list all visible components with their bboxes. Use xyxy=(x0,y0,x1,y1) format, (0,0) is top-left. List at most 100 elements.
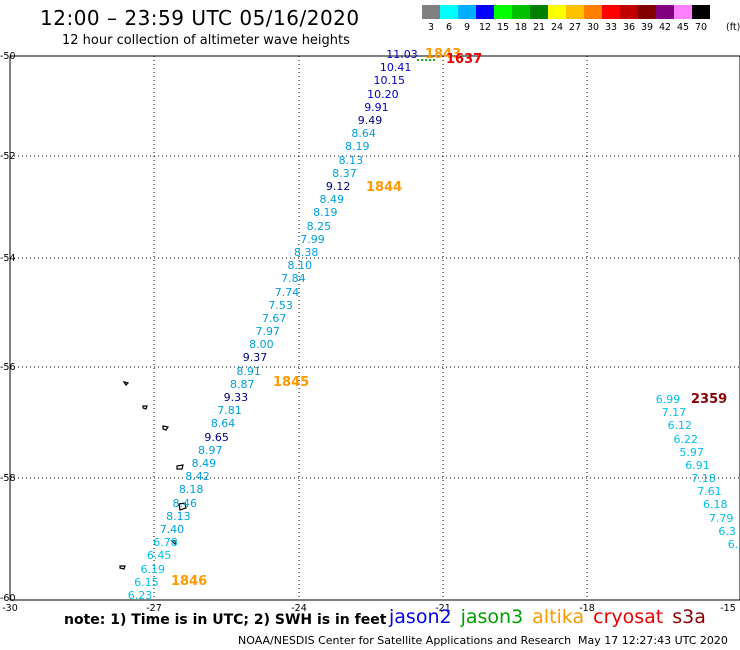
map-subtitle: 12 hour collection of altimeter wave hei… xyxy=(62,33,350,48)
track-a-swh-value: 6.15 xyxy=(134,575,159,589)
track-a-swh-value: 9.33 xyxy=(223,391,249,405)
legend-label: 21 xyxy=(532,22,546,33)
lat-label: -58 xyxy=(0,473,16,484)
track-a-swh-value: 9.49 xyxy=(357,113,383,127)
track-a-swh-value: 9.65 xyxy=(204,430,229,444)
lat-label: -60 xyxy=(0,593,16,604)
island-outline xyxy=(142,405,148,410)
lat-label: -50 xyxy=(0,51,16,62)
south-sandwich-islands xyxy=(119,381,187,570)
island-outline xyxy=(119,565,126,570)
legend-swatch xyxy=(548,5,566,19)
track-a-swh-value: 8.13 xyxy=(338,153,364,167)
lon-label: -27 xyxy=(146,603,162,614)
track-a-swh-value: 11.03 xyxy=(386,48,418,61)
time-label: 1846 xyxy=(171,574,208,589)
legend-swatch xyxy=(566,5,584,19)
lat-label: -54 xyxy=(0,253,16,264)
lon-label: -18 xyxy=(579,603,595,614)
island-outline xyxy=(122,381,130,386)
track-b-swh-value: 7.18 xyxy=(691,472,716,486)
track-b-swh-value: 6.3 xyxy=(718,524,736,538)
track-a-swh-value: 8.10 xyxy=(287,259,313,273)
track-a-swh-value: 7.74 xyxy=(274,285,300,299)
sat-s3a: s3a xyxy=(672,606,706,628)
legend-swatch xyxy=(584,5,602,19)
legend-unit: (ft) xyxy=(726,22,740,33)
legend-swatch xyxy=(692,5,710,19)
track-a-swh-value: 7.40 xyxy=(159,523,185,537)
track-b-swh-value: 7.17 xyxy=(661,406,687,420)
lat-label: -52 xyxy=(0,151,16,162)
track-a-swh-value: 9.37 xyxy=(242,351,268,365)
track-a-swh-value: 7.99 xyxy=(300,232,325,246)
island-outline xyxy=(176,464,184,470)
track-b-swh-value: 7.61 xyxy=(697,485,722,499)
track-b-swh-value: 5.97 xyxy=(679,445,704,459)
legend-label: 6 xyxy=(445,22,453,33)
legend-label: 36 xyxy=(622,22,636,33)
lon-label: -30 xyxy=(2,603,18,614)
legend-swatch xyxy=(638,5,656,19)
legend-label: 24 xyxy=(550,22,564,33)
track-a-swh-value: 8.97 xyxy=(198,443,223,457)
lon-label: -15 xyxy=(720,603,736,614)
track-a-swh-value: 6.23 xyxy=(127,589,153,602)
track-a-swh-value: 8.38 xyxy=(293,245,319,259)
track-a-swh-value: 7.81 xyxy=(217,404,242,418)
track-a-swh-value: 8.19 xyxy=(313,206,338,220)
track-a-swh-value: 6.19 xyxy=(140,562,166,576)
sat-jason2: jason2 xyxy=(389,606,452,628)
island-outline xyxy=(178,502,187,511)
track-a-swh-value: 7.67 xyxy=(261,311,287,325)
time-label: 1844 xyxy=(366,180,403,195)
legend-label: 42 xyxy=(658,22,672,33)
track-a-swh-value: 10.15 xyxy=(373,74,405,88)
island-outline xyxy=(162,425,169,431)
legend-label: 70 xyxy=(694,22,708,33)
note-text: note: 1) Time is in UTC; 2) SWH is in fe… xyxy=(64,612,387,628)
time-label: 1637 xyxy=(446,52,483,67)
map-frame xyxy=(9,55,740,601)
track-b-swh-value: 6.18 xyxy=(703,498,728,512)
legend-label: 12 xyxy=(478,22,492,33)
track-a-swh-value: 7.97 xyxy=(255,325,281,339)
track-a-swh-value: 10.20 xyxy=(367,87,399,101)
track-a-swh-value: 9.91 xyxy=(364,100,389,114)
legend-swatch xyxy=(458,5,476,19)
legend-label: 39 xyxy=(640,22,654,33)
legend-swatch xyxy=(620,5,638,19)
sat-altika: altika xyxy=(532,606,585,628)
track-a-swh-value: 6.78 xyxy=(153,536,178,550)
legend-swatch xyxy=(602,5,620,19)
sat-cryosat: cryosat xyxy=(593,606,664,628)
track-a-swh-value: 8.49 xyxy=(191,457,217,471)
legend-swatch xyxy=(494,5,512,19)
legend-swatch xyxy=(422,5,440,19)
track-a-swh-value: 7.53 xyxy=(268,298,293,312)
legend-swatch xyxy=(656,5,674,19)
track-b-swh-value: 6.99 xyxy=(655,393,681,406)
track-a-swh-value: 8.91 xyxy=(236,364,261,378)
track-a-swh-value: 9.12 xyxy=(325,179,351,193)
track-a-swh-value: 8.46 xyxy=(172,496,197,510)
legend-label: 30 xyxy=(586,22,600,33)
track-b-swh-value: 6.91 xyxy=(685,458,710,472)
track-a-swh-value: 8.13 xyxy=(166,509,191,523)
generated-timestamp: May 17 12:27:43 UTC 2020 xyxy=(578,634,728,647)
track-a-swh-value: 8.00 xyxy=(249,338,274,352)
track-a-swh-value: 8.18 xyxy=(178,483,204,497)
legend-label: 15 xyxy=(496,22,510,33)
legend-swatch xyxy=(440,5,458,19)
track-b-swh-value: 7.79 xyxy=(708,511,734,525)
legend-label: 18 xyxy=(514,22,528,33)
track-a-swh-value: 8.87 xyxy=(229,377,255,391)
island-outline xyxy=(170,540,177,546)
legend-label: 33 xyxy=(604,22,618,33)
satellite-legend: jason2 jason3 altika cryosat s3a xyxy=(389,606,715,628)
time-label: 1843 xyxy=(425,47,462,62)
time-label: 1845 xyxy=(273,375,310,390)
track-a-swh-value: 8.37 xyxy=(332,166,357,180)
track-a-swh-value: 8.42 xyxy=(185,470,210,484)
